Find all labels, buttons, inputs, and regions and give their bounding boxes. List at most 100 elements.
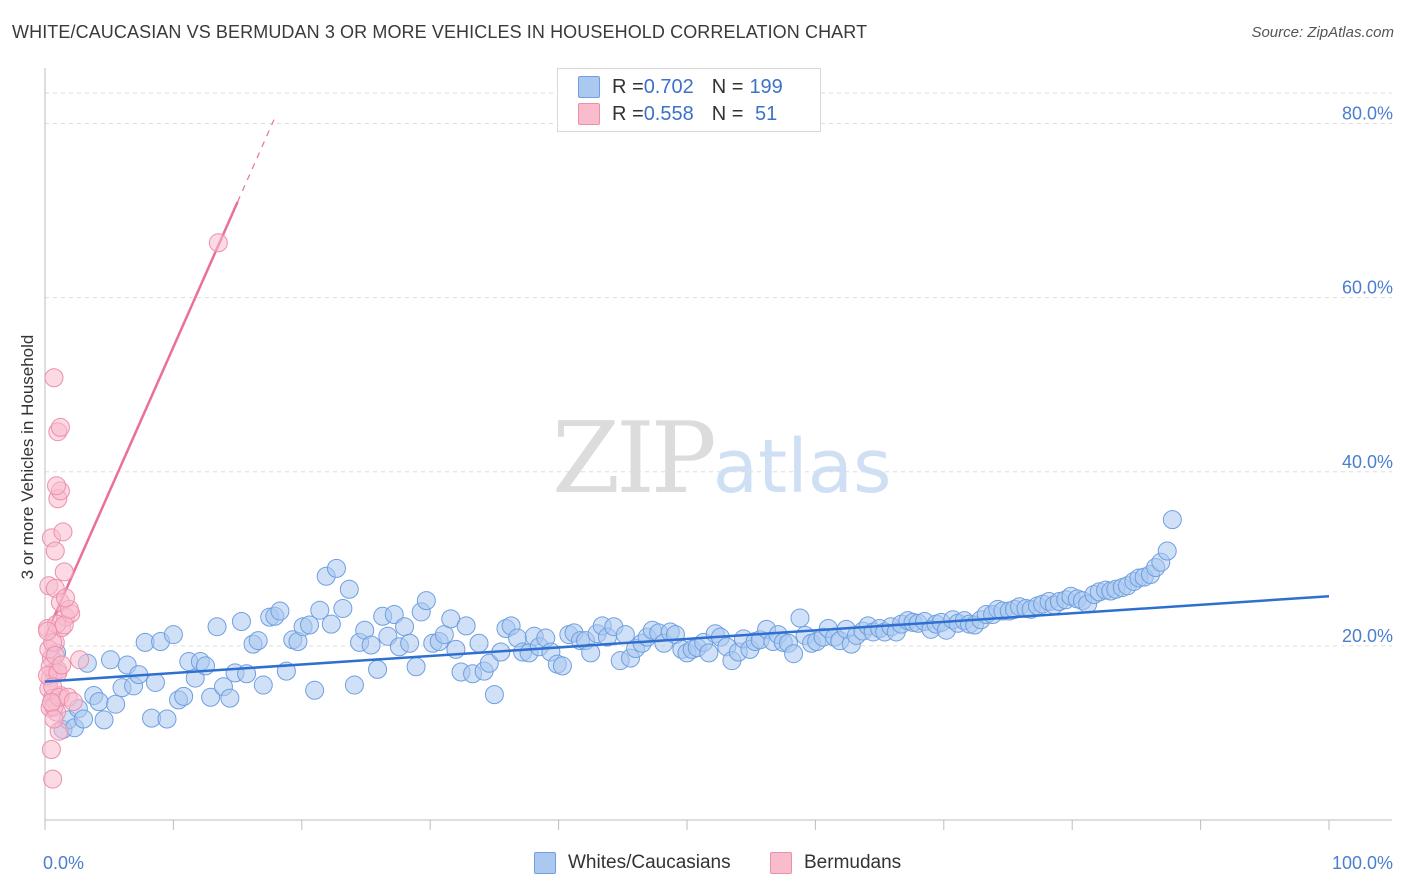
x-tick-label: 100.0%: [1332, 853, 1393, 873]
source-label: Source: ZipAtlas.com: [1251, 24, 1394, 41]
whites-point: [106, 694, 126, 714]
watermark: ZIPatlas: [552, 402, 892, 516]
y-tick-label: 60.0%: [1342, 278, 1393, 298]
legend-r-value: 0.702: [643, 75, 694, 98]
whites-point: [300, 615, 320, 635]
bermudans-point: [44, 709, 64, 729]
watermark-atlas: atlas: [712, 424, 892, 510]
whites-trend: [44, 595, 1330, 683]
whites-point: [406, 657, 426, 677]
legend: R = 0.702 N = 199 R = 0.558 N = 51: [557, 68, 821, 132]
whites-point: [253, 675, 273, 695]
whites-point: [174, 686, 194, 706]
bermudans-point: [41, 739, 61, 759]
whites-point: [361, 635, 381, 655]
whites-point: [699, 643, 719, 663]
whites-point: [220, 688, 240, 708]
bottom-legend-label: Bermudans: [804, 852, 902, 873]
whites-point: [201, 687, 221, 707]
bermudans-trend: [43, 114, 277, 638]
whites-point: [469, 633, 489, 653]
bottom-legend-label: Whites/Caucasians: [568, 852, 731, 873]
whites-point: [368, 659, 388, 679]
bermudans-trend-extension: [237, 114, 277, 203]
whites-point: [552, 656, 572, 676]
axes: [44, 68, 1392, 830]
bermudans-point: [45, 541, 65, 561]
whites-point: [305, 680, 325, 700]
bermudans-point: [44, 368, 64, 388]
whites-point: [581, 643, 601, 663]
whites-point: [344, 675, 364, 695]
whites-point: [157, 709, 177, 729]
watermark-zip: ZIP: [552, 402, 717, 516]
whites-point: [321, 614, 341, 634]
whites-point: [231, 612, 251, 632]
bermudans-point: [56, 588, 76, 608]
legend-r-value: 0.558: [643, 102, 694, 125]
bermudans-point: [43, 769, 63, 789]
bermudans-point: [63, 692, 83, 712]
whites-point: [784, 644, 804, 664]
y-tick-label: 40.0%: [1342, 452, 1393, 472]
whites-point: [384, 605, 404, 625]
whites-point: [790, 608, 810, 628]
tick-labels: 20.0% 40.0% 60.0% 80.0% 0.0% 100.0%: [43, 104, 1393, 873]
whites-point: [456, 616, 476, 636]
legend-n-value: 51: [749, 102, 778, 125]
bermudans-point: [70, 650, 90, 670]
whites-point: [326, 558, 346, 578]
y-tick-label: 80.0%: [1342, 104, 1393, 124]
legend-r-label: R =: [612, 75, 644, 98]
whites-point: [339, 579, 359, 599]
whites-point: [248, 631, 268, 651]
bermudans-point: [53, 522, 73, 542]
legend-r-label: R =: [612, 102, 644, 125]
x-tick-label: 0.0%: [43, 853, 84, 873]
whites-point: [310, 600, 330, 620]
bermudans-trend-line: [43, 201, 239, 638]
whites-point: [89, 692, 109, 712]
whites-point: [94, 710, 114, 730]
whites-point: [333, 598, 353, 618]
bermudans-point: [52, 655, 72, 675]
whites-point: [484, 685, 504, 705]
whites-point: [400, 633, 420, 653]
bermudans-point: [54, 562, 74, 582]
y-tick-label: 20.0%: [1342, 626, 1393, 646]
legend-n-label: N =: [711, 75, 744, 98]
bermudans-point: [47, 476, 67, 496]
whites-point: [416, 591, 436, 611]
whites-point: [1157, 541, 1177, 561]
legend-row-whites: R = 0.702 N = 199: [578, 74, 783, 100]
whites-point: [207, 617, 227, 637]
bermudans-point: [50, 417, 70, 437]
whites-point: [270, 601, 290, 621]
bottom-legend-bermudans: Bermudans: [770, 852, 901, 874]
bottom-legend-swatch-blue: [534, 852, 556, 874]
whites-point: [479, 653, 499, 673]
grid: [45, 92, 1392, 647]
bermudans-point: [41, 692, 61, 712]
legend-n-label: N =: [711, 102, 744, 125]
bermudans-point: [208, 233, 228, 253]
legend-swatch-pink: [578, 103, 600, 125]
bottom-legend-swatch-pink: [770, 852, 792, 874]
whites-point: [74, 709, 94, 729]
whites-point: [1162, 510, 1182, 530]
whites-point: [100, 650, 120, 670]
legend-swatch-blue: [578, 76, 600, 98]
whites-points: [47, 510, 1182, 739]
legend-row-bermudans: R = 0.558 N = 51: [578, 101, 777, 127]
whites-point: [145, 672, 165, 692]
chart-title: WHITE/CAUCASIAN VS BERMUDAN 3 OR MORE VE…: [12, 22, 868, 42]
legend-n-value: 199: [749, 75, 783, 98]
whites-point: [163, 625, 183, 645]
whites-point: [395, 617, 415, 637]
y-axis-label: 3 or more Vehicles in Household: [18, 335, 37, 580]
bermudans-point: [38, 621, 58, 641]
bermudans-points: [38, 233, 228, 789]
whites-trend-line: [44, 595, 1330, 683]
bottom-legend-whites: Whites/Caucasians: [534, 852, 731, 874]
